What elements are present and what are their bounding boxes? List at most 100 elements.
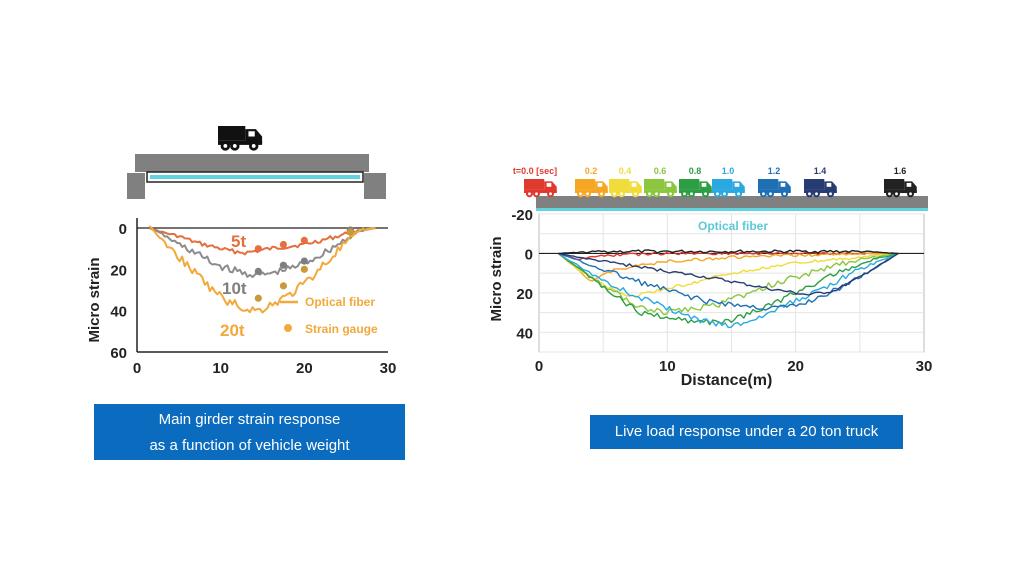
left-axes: 0 20 40 60 0 10 20 30 Micro strain: [86, 218, 396, 377]
truck-chassis: [644, 189, 677, 194]
truck-icon: [712, 179, 745, 198]
truck-icon: [524, 179, 557, 198]
x-tick-label: 20: [296, 360, 313, 377]
truck-hub: [620, 192, 623, 196]
y-tick-label: 0: [119, 221, 127, 238]
truck-hub: [909, 192, 912, 196]
series-line-t-1.0: [557, 252, 899, 329]
truck-body: [218, 126, 246, 141]
y-tick-label: 20: [110, 262, 127, 279]
truck-chassis: [679, 189, 712, 194]
y-tick-label: 60: [110, 345, 127, 362]
truck-body: [804, 179, 825, 190]
truck-window: [546, 182, 552, 187]
x-tick-label: 30: [380, 360, 397, 377]
truck-chassis: [524, 189, 557, 194]
right-caption: Live load response under a 20 ton truck: [590, 415, 903, 449]
left-chart: 0 20 40 60 0 10 20 30 Micro strain 5t 10t 20t Optica…: [86, 126, 396, 377]
truck-hub: [704, 192, 707, 196]
x-tick-label: 20: [787, 358, 804, 375]
series-label-10t: 10t: [222, 279, 247, 298]
truck-hub: [579, 192, 582, 196]
truck-body: [609, 179, 630, 190]
truck-chassis: [804, 189, 837, 194]
series-line-10t: [149, 227, 376, 278]
time-label: t=0.0 [sec]: [513, 166, 557, 176]
truck-window: [631, 182, 637, 187]
truck-body: [679, 179, 700, 190]
truck-hub: [783, 192, 786, 196]
series-line-t-0.6: [557, 252, 899, 316]
series-line-t-0.8: [557, 252, 899, 326]
truck-chassis: [218, 140, 263, 145]
truck-icon: [804, 179, 837, 198]
truck-window: [780, 182, 786, 187]
truck-body: [524, 179, 545, 190]
truck-hub: [600, 192, 603, 196]
series-line-t-0.4: [557, 252, 899, 298]
truck-icon: [758, 179, 791, 198]
bridge-deck: [135, 154, 369, 172]
truck-hub: [683, 192, 686, 196]
right-abutment: [364, 173, 386, 199]
truck-hub: [723, 192, 726, 196]
x-axis-label: Distance(m): [681, 372, 773, 389]
legend-label-optical-fiber: Optical fiber: [305, 295, 375, 309]
y-axis-label: Micro strain: [488, 236, 505, 321]
left-caption: Main girder strain response as a functio…: [94, 404, 405, 460]
x-tick-label: 0: [535, 358, 543, 375]
bridge-illustration: [127, 154, 386, 199]
legend: Optical fiber Strain gauge: [280, 295, 378, 336]
truck-hub: [669, 192, 672, 196]
truck-hub: [895, 192, 898, 196]
truck-body: [644, 179, 665, 190]
truck-hub: [815, 192, 818, 196]
left-caption-line2: as a function of vehicle weight: [149, 437, 350, 454]
truck-hub: [586, 192, 589, 196]
truck-hub: [888, 192, 891, 196]
series-line-t-1.4: [558, 252, 899, 296]
strain-gauge-point: [346, 228, 354, 236]
y-tick-label: -20: [511, 207, 533, 224]
truck-hub: [528, 192, 531, 196]
x-tick-label: 30: [916, 358, 933, 375]
truck-icon: [609, 179, 642, 198]
truck-hub: [655, 192, 658, 196]
truck-window: [666, 182, 672, 187]
left-abutment: [127, 173, 145, 199]
x-tick-label: 0: [133, 360, 141, 377]
truck-chassis: [575, 189, 608, 194]
series-line-t-0.2: [557, 252, 899, 282]
truck-hub: [549, 192, 552, 196]
truck-body: [884, 179, 905, 190]
strain-gauge-point: [300, 265, 308, 273]
truck-hub: [232, 144, 237, 148]
time-label: 1.4: [814, 166, 827, 176]
truck-body: [712, 179, 733, 190]
x-tick-label: 10: [659, 358, 676, 375]
x-tick-label: 10: [212, 360, 229, 377]
truck-hub: [769, 192, 772, 196]
y-tick-label: 40: [110, 304, 127, 321]
truck-hub: [690, 192, 693, 196]
truck-body: [575, 179, 596, 190]
truck-window: [826, 182, 832, 187]
truck-icon: [884, 179, 917, 198]
truck-hub: [613, 192, 616, 196]
optical-fiber-strip: [150, 175, 360, 179]
strain-gauge-point: [254, 294, 262, 302]
strain-gauge-point: [300, 236, 308, 244]
truck-hub: [634, 192, 637, 196]
truck-chassis: [758, 189, 791, 194]
strain-gauge-point: [300, 257, 308, 265]
series-line-5t: [149, 227, 376, 256]
y-tick-label: 40: [516, 325, 533, 342]
time-label: 0.2: [585, 166, 598, 176]
truck-hub: [808, 192, 811, 196]
truck-hub: [648, 192, 651, 196]
time-label: 1.0: [722, 166, 735, 176]
truck-hub: [829, 192, 832, 196]
truck-icon: [644, 179, 677, 198]
